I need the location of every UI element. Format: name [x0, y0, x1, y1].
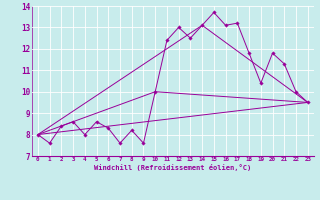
X-axis label: Windchill (Refroidissement éolien,°C): Windchill (Refroidissement éolien,°C)	[94, 164, 252, 171]
